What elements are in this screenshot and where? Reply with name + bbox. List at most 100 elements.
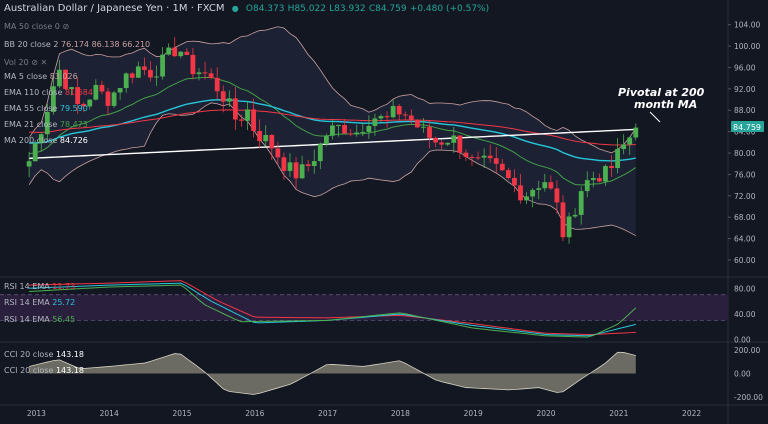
candle-body (323, 135, 329, 145)
rsi-tick-label: 40.00 (734, 310, 756, 319)
legend-ema55-label: EMA 55 close (4, 104, 58, 113)
candle-body (208, 73, 214, 78)
legend-ma50[interactable]: MA 50 close 0 ⊘ (4, 22, 69, 32)
legend-rsi-2[interactable]: RSI 14 EMA 25.72 (4, 298, 75, 308)
candle-body (232, 98, 238, 120)
legend-ma5-label: MA 5 close (4, 72, 48, 81)
candle-body (542, 182, 548, 189)
legend-ma5[interactable]: MA 5 close 83.026 (4, 72, 78, 82)
candle-body (178, 51, 184, 57)
candle-body (141, 66, 147, 70)
legend-ma200-value: 84.726 (59, 136, 88, 145)
legend-ema21-label: EMA 21 close (4, 120, 58, 129)
time-axis: 2013 2014 2015 2016 2017 2018 2019 2020 2021 2022 (27, 409, 702, 418)
cci-tick-label: 0.00 (734, 370, 751, 379)
candle-body (330, 125, 335, 136)
candle-body (117, 88, 123, 93)
price-tick-label: 100.00 (734, 42, 760, 51)
bollinger-lower (28, 102, 636, 237)
candle-body (105, 91, 111, 106)
legend-ema55[interactable]: EMA 55 close 79.590 (4, 104, 88, 114)
rsi-tick-label: 0.00 (734, 336, 751, 345)
candle-body (627, 137, 633, 145)
candle-body (287, 162, 293, 171)
legend-ma200-label: MA 200 close (4, 136, 58, 145)
candle-body (414, 119, 420, 128)
eye-hidden-icon[interactable]: ⊘ (31, 58, 38, 67)
symbol-name[interactable]: Australian Dollar / Japanese Yen (4, 3, 163, 14)
legend-bb-label: BB 20 close 2 (4, 40, 59, 49)
legend-vol[interactable]: Vol 20 ⊘ ✕ (4, 58, 47, 68)
annotation: Pivotal at 200 month MA (618, 86, 705, 123)
legend-cci-label: CCI 20 close (4, 350, 54, 359)
candle-body (57, 69, 62, 87)
candle-body (572, 214, 578, 217)
candle-body (499, 163, 505, 171)
legend-cci-2[interactable]: CCI 20 close 143.18 (4, 366, 84, 376)
legend-cci-label: CCI 20 close (4, 366, 54, 375)
chart-header: Australian Dollar / Japanese Yen · 1M · … (4, 3, 490, 14)
interval[interactable]: 1M (172, 3, 188, 14)
ohlc-change: +0.480 (+0.57%) (409, 4, 490, 14)
cci-area (29, 352, 636, 395)
candle-body (433, 137, 438, 143)
legend-rsi-3[interactable]: RSI 14 EMA 56.45 (4, 315, 75, 325)
candle-body (196, 72, 202, 75)
candle-body (427, 126, 432, 138)
candle-body (354, 132, 360, 135)
legend-ema21[interactable]: EMA 21 close 78.473 (4, 120, 88, 130)
candle-body (220, 91, 226, 102)
time-tick-label: 2018 (391, 409, 410, 418)
candle-body (493, 158, 499, 164)
candle-body (336, 125, 341, 127)
candle-body (384, 116, 390, 118)
cci-tick-label: -200.00 (734, 393, 763, 402)
legend-ma200[interactable]: MA 200 close 84.726 (4, 136, 88, 146)
candle-body (184, 51, 190, 55)
candle-body (269, 134, 275, 149)
eye-hidden-icon[interactable]: ⊘ (62, 22, 70, 31)
candle-body (281, 157, 287, 171)
candle-body (505, 170, 511, 178)
price-axis: 104.00 100.00 96.00 92.00 88.00 84.00 80.00 76.… (728, 21, 760, 265)
candle-body (111, 92, 117, 106)
candle-body (166, 47, 172, 55)
candle-body (475, 157, 481, 159)
candle-body (578, 191, 584, 215)
legend-ma5-value: 83.026 (49, 72, 78, 81)
legend-rsi-1[interactable]: RSI 14 EMA 11.73 (4, 282, 75, 292)
price-tick-label: 96.00 (734, 63, 756, 72)
ma200-line (29, 128, 636, 160)
candle-body (342, 125, 347, 134)
candle-body (633, 127, 639, 138)
rsi-tick-label: 80.00 (734, 284, 756, 293)
legend-rsi-value: 11.73 (52, 282, 76, 291)
legend-ema110[interactable]: EMA 110 close 81.684 (4, 88, 93, 98)
candle-body (360, 131, 366, 133)
rsi-line (29, 280, 636, 336)
candle-body (38, 134, 44, 144)
candles (26, 37, 639, 244)
ohlc-close: C84.759 (368, 4, 407, 14)
rsi-line (29, 284, 637, 338)
candle-body (481, 155, 487, 158)
candle-body (621, 144, 627, 150)
price-tick-label: 60.00 (734, 256, 756, 265)
legend-rsi-label: RSI 14 EMA (4, 298, 50, 307)
candle-body (81, 103, 87, 107)
price-tick-label: 80.00 (734, 149, 756, 158)
legend-ema110-value: 81.684 (64, 88, 93, 97)
candle-body (317, 144, 323, 162)
candle-body (457, 135, 463, 153)
ohlc-low: L83.932 (329, 4, 366, 14)
price-tick-label: 64.00 (734, 235, 756, 244)
candle-body (129, 73, 135, 78)
ohlc-high: H85.022 (287, 4, 326, 14)
candle-body (408, 115, 414, 120)
settings-icon[interactable]: ✕ (40, 58, 48, 67)
candle-body (202, 72, 208, 74)
time-tick-label: 2020 (536, 409, 555, 418)
legend-bb[interactable]: BB 20 close 2 76.174 86.138 66.210 (4, 40, 150, 50)
legend-cci-1[interactable]: CCI 20 close 143.18 (4, 350, 84, 360)
